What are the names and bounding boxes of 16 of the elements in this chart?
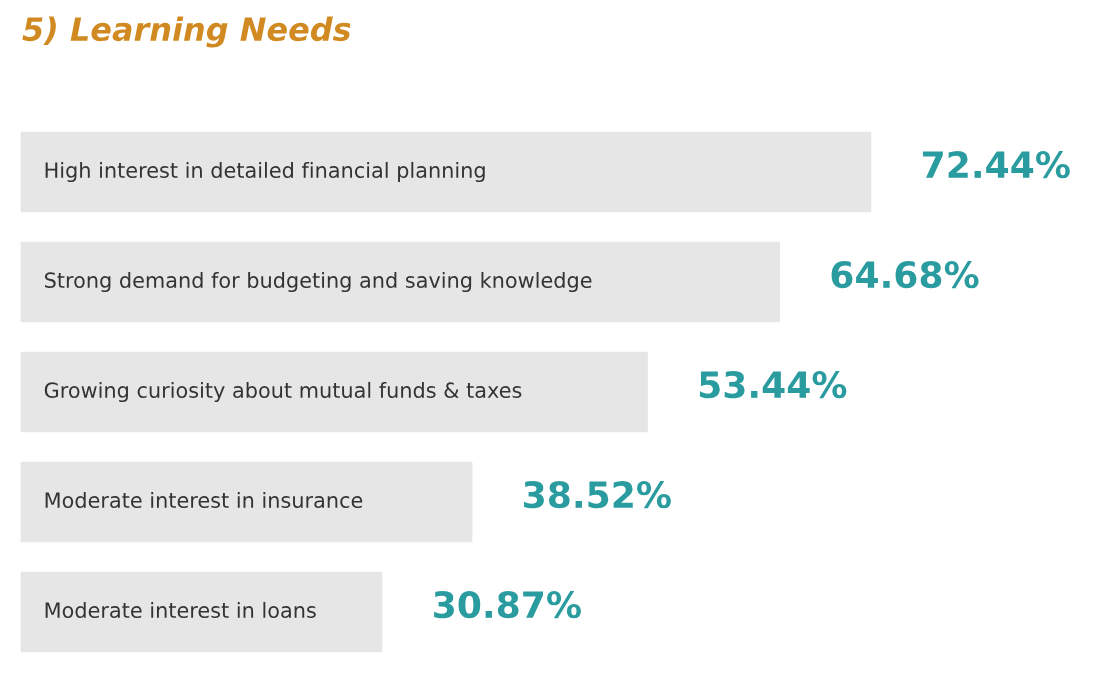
bar — [20, 130, 873, 214]
y-tick-label: Growing curiosity about mutual funds & taxes — [44, 381, 522, 403]
y-tick-label: Moderate interest in loans — [45, 601, 316, 619]
data-label: 53.44% — [699, 371, 847, 399]
y-tick-label: Strong demand for budgeting and saving knowledge — [44, 271, 592, 293]
bar — [20, 460, 474, 544]
y-tick-label: Moderate interest in insurance — [45, 491, 363, 509]
data-label: 64.68% — [831, 261, 979, 289]
data-label: 38.52% — [524, 481, 671, 509]
data-label: 30.87% — [434, 591, 581, 619]
bar — [20, 240, 782, 324]
chart-title: 5) Learning Needs — [22, 16, 351, 48]
y-tick-label: High interest in detailed financial planning — [45, 161, 485, 183]
bar — [20, 570, 384, 654]
data-label: 72.44% — [923, 151, 1070, 179]
bar — [20, 350, 650, 434]
